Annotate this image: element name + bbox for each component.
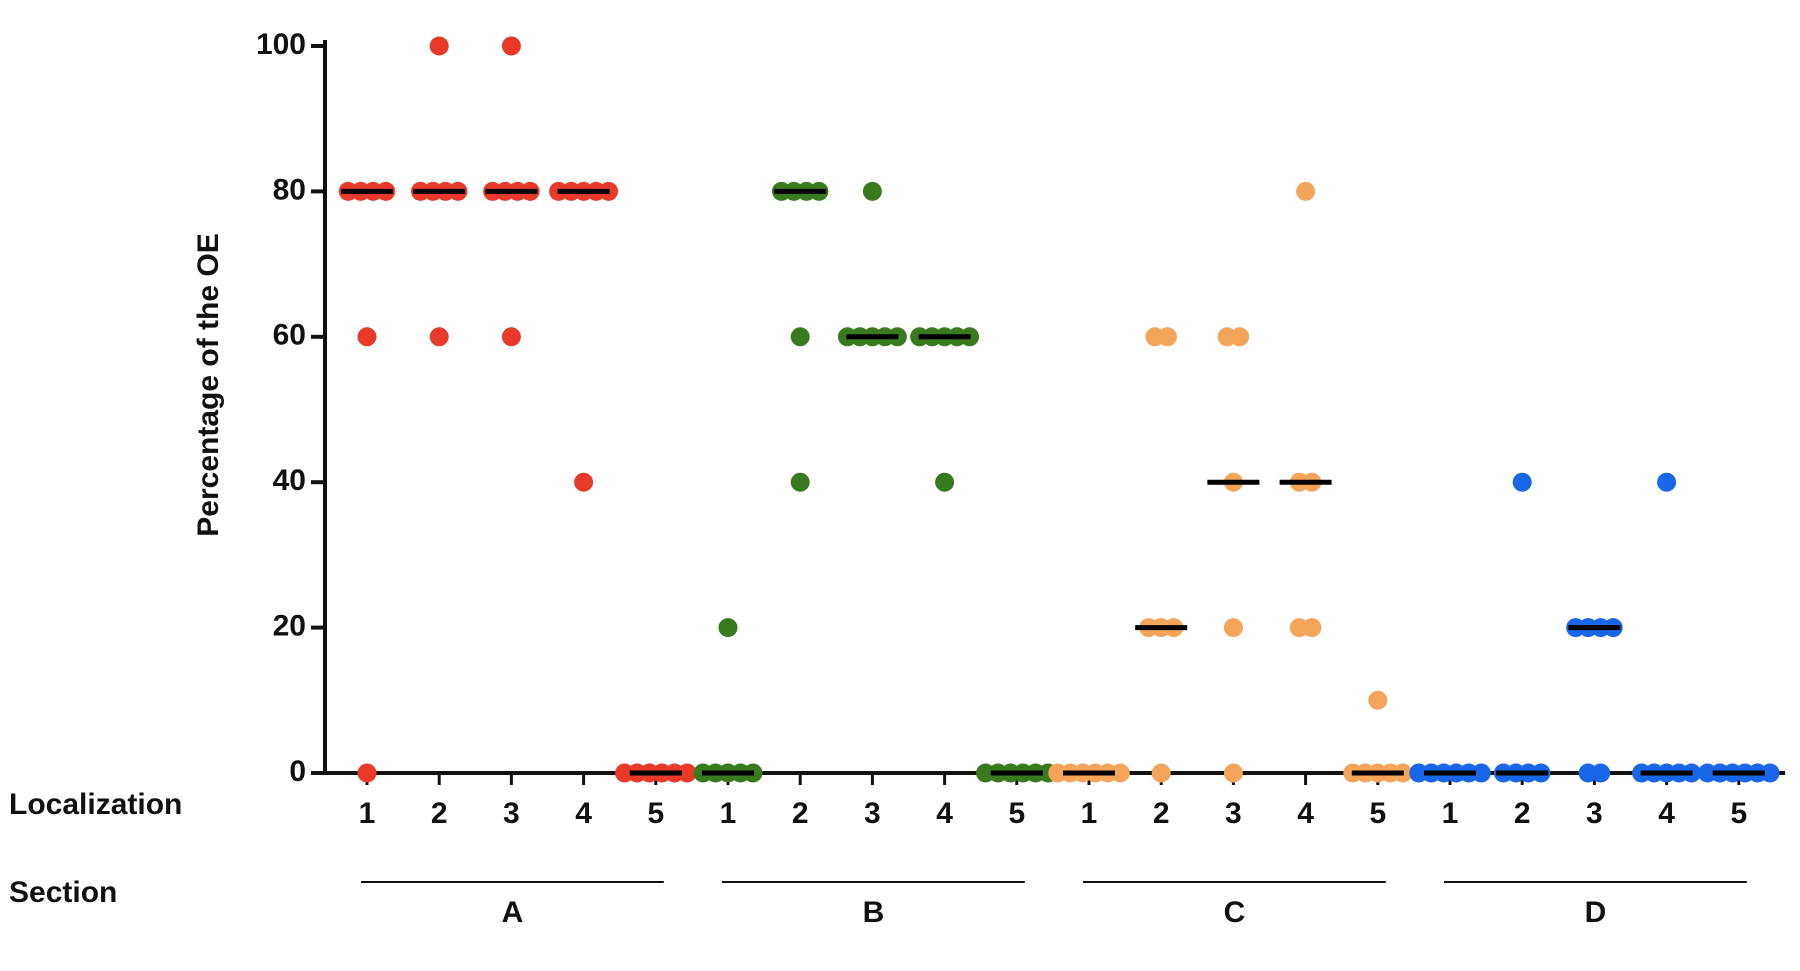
data-point [1512, 472, 1532, 492]
row-label: Section [9, 876, 117, 909]
y-tick-label: 40 [273, 464, 306, 497]
x-tick-label: 3 [1586, 797, 1603, 830]
section-label: A [502, 896, 524, 929]
x-tick-label: 1 [720, 797, 737, 830]
data-point [862, 181, 882, 201]
data-point [935, 472, 955, 492]
data-point [1657, 472, 1677, 492]
data-point [1591, 763, 1611, 783]
data-point [501, 327, 521, 347]
x-tick-label: 4 [1297, 797, 1314, 830]
data-point [429, 36, 449, 56]
data-point [718, 618, 738, 638]
x-tick-label: 4 [575, 797, 592, 830]
x-tick-label: 3 [864, 797, 881, 830]
y-tick-label: 100 [256, 28, 306, 61]
data-point [1296, 181, 1316, 201]
x-tick-label: 4 [936, 797, 953, 830]
data-point [790, 472, 810, 492]
data-point [501, 36, 521, 56]
data-point [1151, 763, 1171, 783]
data-point [574, 472, 594, 492]
x-tick-label: 5 [1730, 797, 1747, 830]
x-tick-label: 2 [1514, 797, 1531, 830]
data-point [790, 327, 810, 347]
data-point [1302, 618, 1322, 638]
x-tick-label: 2 [1153, 797, 1170, 830]
data-point [1157, 327, 1177, 347]
data-point [1223, 763, 1243, 783]
data-point [677, 763, 697, 783]
x-tick-label: 3 [1225, 797, 1242, 830]
y-tick-label: 0 [289, 755, 306, 788]
data-point [1223, 618, 1243, 638]
x-tick-label: 3 [503, 797, 520, 830]
data-point [429, 327, 449, 347]
x-tick-label: 2 [792, 797, 809, 830]
y-axis-title: Percentage of the OE [192, 233, 225, 536]
x-tick-label: 2 [431, 797, 448, 830]
section-label: C [1224, 896, 1246, 929]
section-label: B [863, 896, 885, 929]
x-tick-label: 1 [359, 797, 376, 830]
x-tick-label: 1 [1081, 797, 1098, 830]
data-point [1230, 327, 1250, 347]
data-point [357, 327, 377, 347]
y-tick-label: 80 [273, 173, 306, 206]
y-tick-label: 60 [273, 319, 306, 352]
section-label: D [1585, 896, 1607, 929]
y-tick-label: 20 [273, 610, 306, 643]
x-tick-label: 5 [1369, 797, 1386, 830]
x-tick-label: 4 [1658, 797, 1675, 830]
row-label: Localization [9, 788, 182, 821]
data-point [1368, 690, 1388, 710]
x-tick-label: 1 [1442, 797, 1459, 830]
data-point [1110, 763, 1130, 783]
data-point [1471, 763, 1491, 783]
data-point [357, 763, 377, 783]
x-tick-label: 5 [647, 797, 664, 830]
data-point [1760, 763, 1780, 783]
x-tick-label: 5 [1008, 797, 1025, 830]
